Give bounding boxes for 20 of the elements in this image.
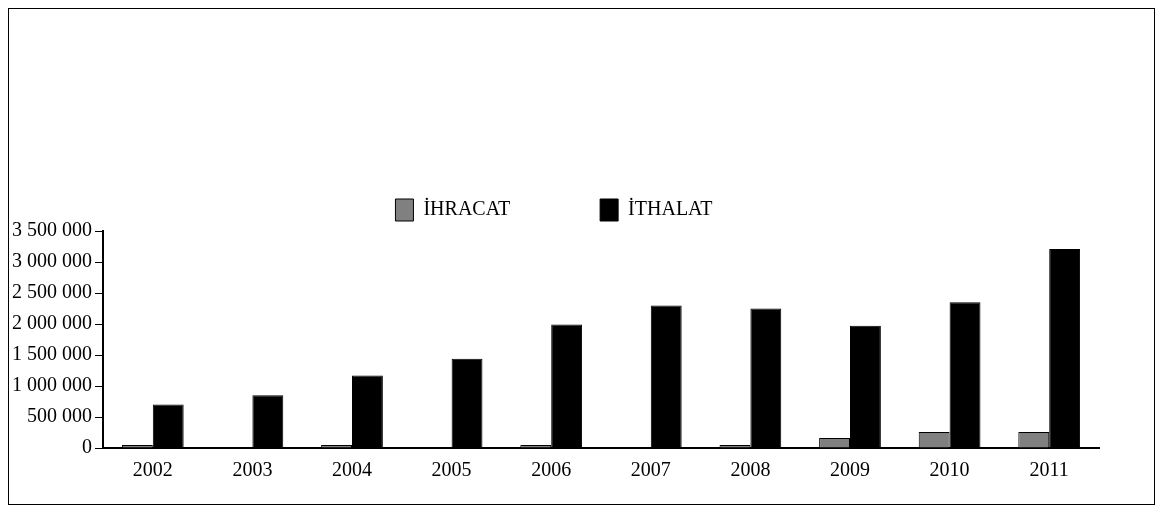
y-tick-label: 2 500 000 [12,280,92,303]
y-tick-label: 3 500 000 [12,218,92,241]
y-tick-label: 500 000 [27,404,92,427]
x-tick-label: 2010 [929,458,970,481]
x-tick-label: 2006 [531,458,572,481]
x-tick-label: 2011 [1029,458,1069,481]
y-tick-label: 1 500 000 [12,342,92,365]
x-tick-label: 2003 [232,458,273,481]
y-tick-label: 2 000 000 [12,311,92,334]
legend-label: İHRACAT [423,197,511,220]
x-tick-label: 2005 [431,458,472,481]
x-tick-label: 2007 [630,458,671,481]
y-tick-label: 3 000 000 [12,249,92,272]
x-tick-label: 2004 [332,458,372,481]
y-tick-label: 0 [82,435,92,458]
x-tick-label: 2009 [830,458,870,481]
x-tick-label: 2008 [730,458,771,481]
y-tick-label: 1 000 000 [12,373,92,396]
legend-label: İTHALAT [628,197,713,220]
x-tick-label: 2002 [132,458,173,481]
